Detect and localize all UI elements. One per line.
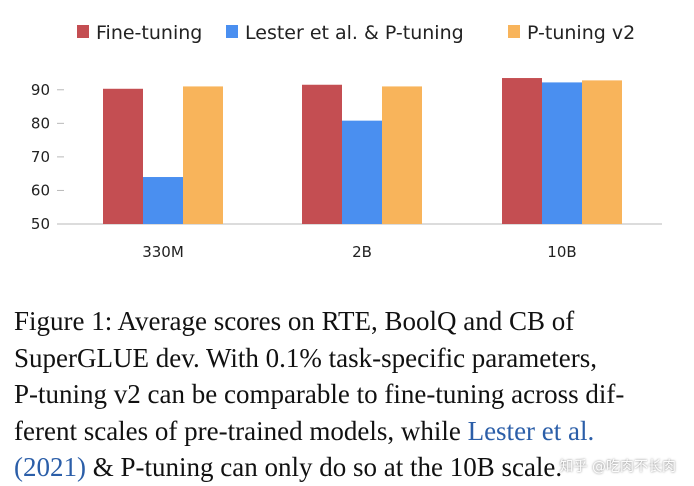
bar-lester-et-al-p-tuning-330m (143, 177, 183, 224)
legend: Fine-tuning Lester et al. & P-tuning P-tun… (77, 22, 635, 44)
bar-chart: Fine-tuning Lester et al. & P-tuning P-tun… (31, 22, 662, 261)
x-axis: 330M 2B 10B (142, 243, 576, 261)
x-tick-label-10b: 10B (547, 243, 576, 261)
bar-p-tuning-v2-2b (382, 86, 422, 224)
bar-p-tuning-v2-330m (183, 86, 223, 224)
legend-label-p-tuning-v2: P-tuning v2 (527, 22, 635, 44)
legend-swatch-lester-et-al-p-tuning (226, 25, 238, 38)
legend-label-lester-et-al-p-tuning: Lester et al. & P-tuning (245, 22, 464, 44)
citation-year-link[interactable]: (2021) (14, 452, 86, 482)
legend-swatch-fine-tuning (77, 25, 89, 38)
bar-lester-et-al-p-tuning-10b (542, 82, 582, 224)
y-tick-label: 60 (31, 181, 50, 199)
bar-fine-tuning-2b (302, 84, 342, 224)
y-tick-label: 70 (31, 148, 50, 166)
citation-link[interactable]: Lester et al. (467, 415, 595, 446)
legend-swatch-p-tuning-v2 (508, 25, 520, 38)
bar-lester-et-al-p-tuning-2b (342, 120, 382, 224)
watermark: 知乎 @吃肉不长肉 (559, 459, 676, 475)
figure-caption: Figure 1: Average scores on RTE, BoolQ a… (14, 303, 690, 486)
bar-fine-tuning-330m (103, 88, 143, 224)
y-tick-label: 80 (31, 114, 50, 132)
y-tick-label: 50 (31, 215, 50, 233)
y-tick-label: 90 (31, 81, 50, 99)
x-tick-label-2b: 2B (352, 243, 372, 261)
legend-label-fine-tuning: Fine-tuning (96, 22, 202, 44)
caption-line-2: SuperGLUE dev. With 0.1% task-specific p… (14, 342, 597, 373)
caption-line-1: Figure 1: Average scores on RTE, BoolQ a… (14, 306, 575, 336)
bar-p-tuning-v2-10b (582, 80, 622, 224)
bars (103, 78, 622, 225)
caption-line-3: P-tuning v2 can be comparable to fine-tu… (14, 379, 625, 409)
bar-fine-tuning-10b (502, 78, 542, 225)
caption-line-4: ferent scales of pre-trained models, whi… (14, 415, 468, 446)
caption-line-5: & P-tuning can only do so at the 10B sca… (85, 452, 563, 482)
x-tick-label-330m: 330M (142, 243, 184, 261)
